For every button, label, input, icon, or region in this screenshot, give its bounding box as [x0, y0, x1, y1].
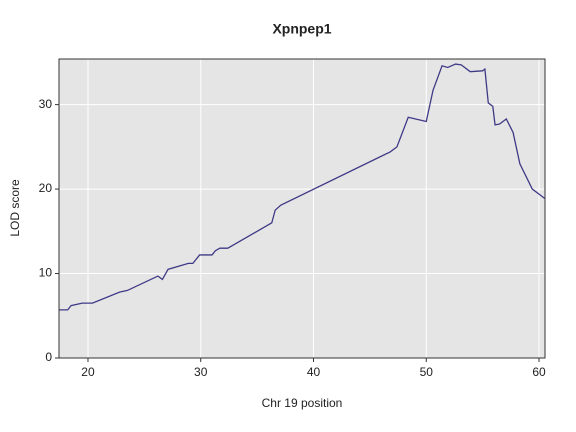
x-tick-label: 20	[81, 365, 95, 379]
line-series	[59, 63, 546, 311]
plot-background	[59, 59, 545, 358]
x-tick-label: 50	[420, 365, 434, 379]
y-tick-label: 10	[39, 266, 53, 280]
marks	[59, 63, 546, 311]
grid	[59, 59, 545, 359]
y-tick-label: 30	[39, 97, 53, 111]
x-tick-label: 60	[532, 365, 546, 379]
y-tick-label: 20	[39, 181, 53, 195]
y-axis-label: LOD score	[8, 179, 22, 237]
x-axis-label: Chr 19 position	[262, 396, 343, 410]
plot-border	[58, 58, 546, 359]
chart-title: Xpnpep1	[272, 21, 331, 37]
x-tick-label: 40	[307, 365, 321, 379]
y-tick-label: 0	[45, 350, 52, 364]
x-tick-label: 30	[194, 365, 208, 379]
